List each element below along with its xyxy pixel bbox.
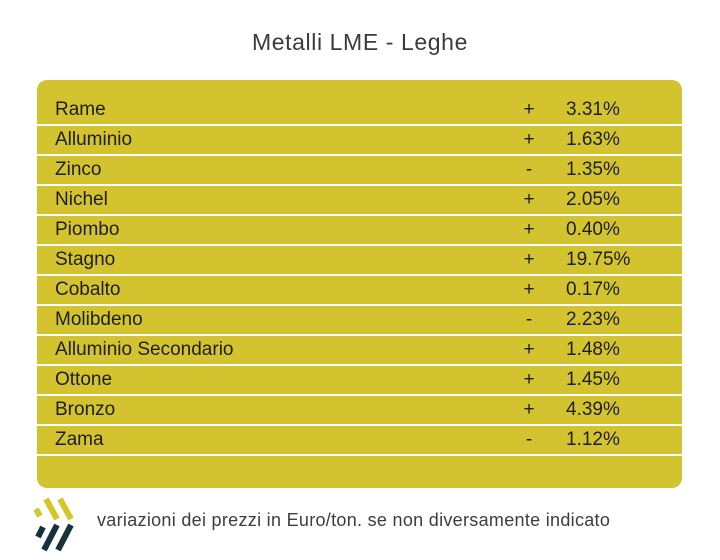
change-sign: + (523, 399, 535, 420)
change-value: 1.35% (566, 159, 620, 180)
change-value: 19.75% (566, 249, 631, 270)
change-sign: + (523, 189, 535, 210)
metal-name: Rame (55, 99, 106, 120)
metal-name: Zama (55, 429, 104, 450)
table-row: Molibdeno - 2.23% (37, 306, 682, 336)
table-row: Zinco - 1.35% (37, 156, 682, 186)
double-chevron-slashes-icon (33, 497, 74, 552)
change-sign: + (523, 99, 535, 120)
footer-note: variazioni dei prezzi in Euro/ton. se no… (97, 510, 611, 530)
table-row: Alluminio + 1.63% (37, 126, 682, 156)
table-row: Alluminio Secondario + 1.48% (37, 336, 682, 366)
metal-name: Cobalto (55, 279, 121, 300)
metal-name: Alluminio Secondario (55, 339, 234, 360)
table-row: Zama - 1.12% (37, 426, 682, 456)
footer: variazioni dei prezzi in Euro/ton. se no… (0, 492, 720, 560)
change-sign: + (523, 129, 535, 150)
change-value: 1.12% (566, 429, 620, 450)
change-sign: - (525, 309, 533, 330)
metal-name: Zinco (55, 159, 102, 180)
change-sign: - (525, 429, 533, 450)
change-value: 3.31% (566, 99, 620, 120)
change-value: 2.05% (566, 189, 620, 210)
table-row: Bronzo + 4.39% (37, 396, 682, 426)
metal-name: Piombo (55, 219, 120, 240)
change-value: 4.39% (566, 399, 620, 420)
page-title: Metalli LME - Leghe (252, 29, 468, 55)
metal-name: Bronzo (55, 399, 116, 420)
change-sign: - (525, 159, 533, 180)
table-row: Nichel + 2.05% (37, 186, 682, 216)
change-value: 0.17% (566, 279, 620, 300)
change-value: 1.48% (566, 339, 620, 360)
table-row: Piombo + 0.40% (37, 216, 682, 246)
change-sign: + (523, 339, 535, 360)
table-row: Stagno + 19.75% (37, 246, 682, 276)
change-sign: + (523, 249, 535, 270)
change-sign: + (523, 279, 535, 300)
metals-table: Rame + 3.31% Alluminio + 1.63% Zinco - 1… (37, 80, 682, 488)
metal-name: Nichel (55, 189, 108, 210)
metal-name: Stagno (55, 249, 116, 270)
table-row: Ottone + 1.45% (37, 366, 682, 396)
change-value: 1.45% (566, 369, 620, 390)
metal-name: Alluminio (55, 129, 133, 150)
table-row: Rame + 3.31% (37, 96, 682, 126)
change-value: 1.63% (566, 129, 620, 150)
change-sign: + (523, 369, 535, 390)
change-sign: + (523, 219, 535, 240)
table-row: Cobalto + 0.17% (37, 276, 682, 306)
metal-name: Ottone (55, 369, 113, 390)
change-value: 0.40% (566, 219, 620, 240)
change-value: 2.23% (566, 309, 620, 330)
metal-name: Molibdeno (55, 309, 143, 330)
